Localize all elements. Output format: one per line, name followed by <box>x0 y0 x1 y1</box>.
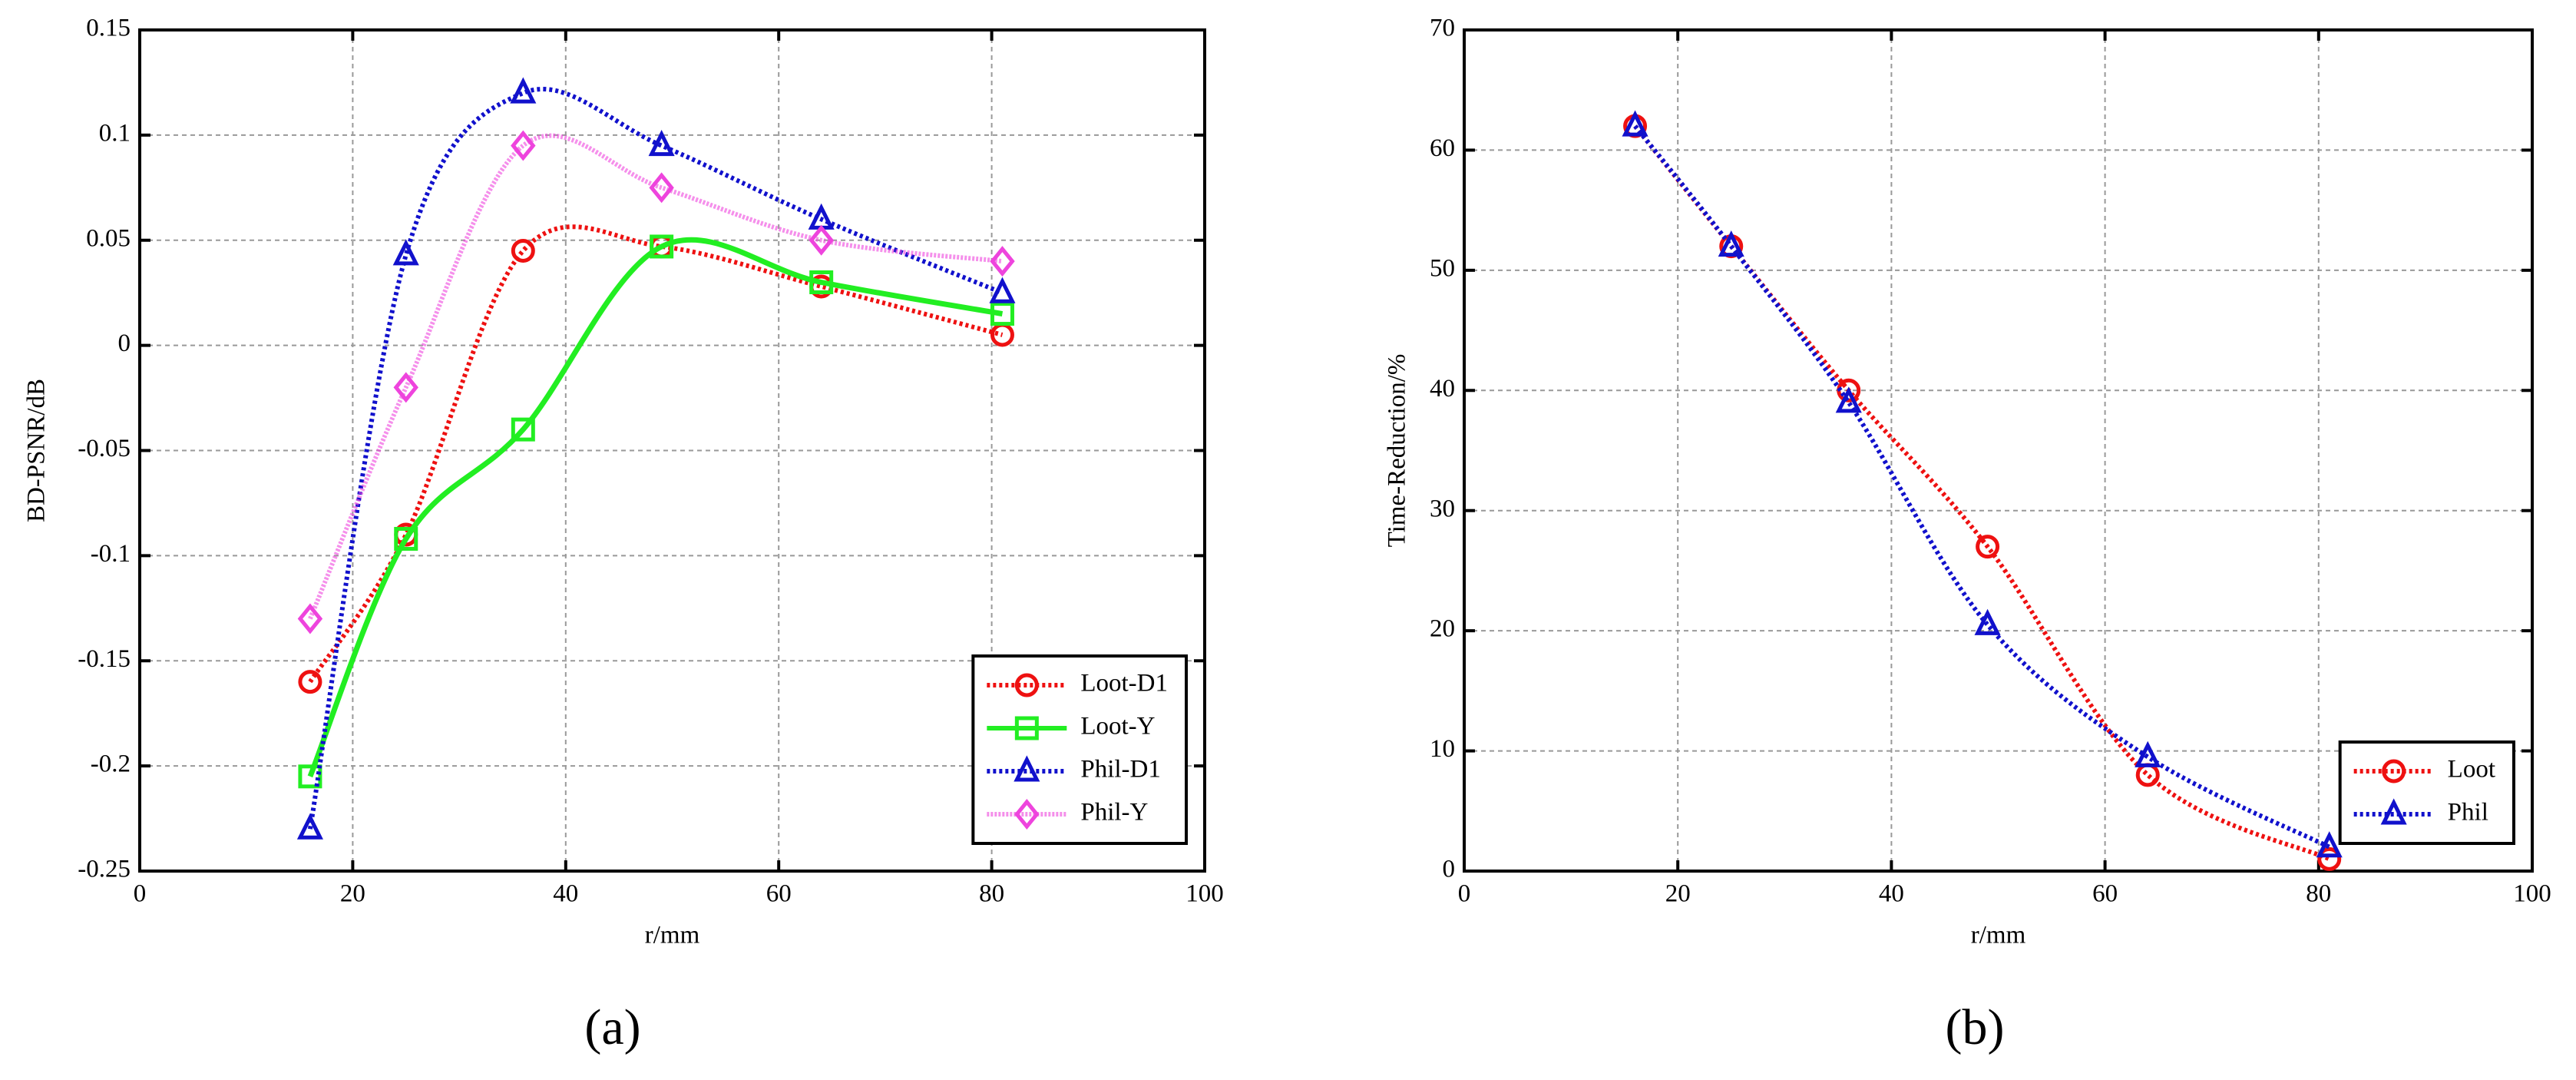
legend-label: Phil-Y <box>1080 799 1148 827</box>
marker <box>510 77 537 104</box>
marker <box>1014 673 1039 697</box>
y-tick-label: -0.1 <box>91 540 131 568</box>
marker <box>1718 230 1744 257</box>
x-tick-label: 20 <box>1665 880 1691 908</box>
y-tick-label: 0.1 <box>99 119 131 147</box>
y-tick-label: 50 <box>1430 254 1455 282</box>
marker <box>1835 386 1862 413</box>
x-tick-label: 40 <box>1879 880 1904 908</box>
legend-label: Phil-D1 <box>1080 756 1161 783</box>
x-axis-label: r/mm <box>645 922 700 949</box>
marker <box>990 302 1014 326</box>
x-tick-label: 80 <box>2306 880 2331 908</box>
x-tick-label: 0 <box>134 880 147 908</box>
marker <box>1622 110 1648 137</box>
marker <box>1014 716 1039 740</box>
y-tick-label: -0.05 <box>78 435 131 462</box>
marker <box>2382 759 2406 783</box>
marker <box>649 172 674 204</box>
y-tick-label: 60 <box>1430 134 1455 162</box>
legend-label: Loot-D1 <box>1080 670 1168 697</box>
marker <box>394 526 418 551</box>
legend-label: Loot-Y <box>1080 713 1155 740</box>
x-tick-label: 60 <box>2092 880 2118 908</box>
legend: Loot-D1 Loot-Y Phil-D1 Phil-Y <box>971 654 1188 845</box>
marker <box>511 417 535 442</box>
x-axis-label: r/mm <box>1971 922 2026 949</box>
y-axis-label: BD-PSNR/dB <box>23 379 51 522</box>
x-tick-label: 60 <box>766 880 792 908</box>
series-line <box>308 133 1003 620</box>
marker <box>989 277 1016 303</box>
panel-label: (a) <box>584 999 640 1055</box>
panel-label: (b) <box>1946 999 2005 1055</box>
marker <box>1976 535 2000 559</box>
x-tick-label: 40 <box>553 880 578 908</box>
y-tick-label: 0 <box>1443 856 1456 883</box>
y-tick-label: 20 <box>1430 615 1455 643</box>
y-tick-label: 30 <box>1430 495 1455 522</box>
legend-label: Loot <box>2448 756 2495 783</box>
marker <box>650 234 674 259</box>
marker <box>296 813 323 840</box>
marker <box>297 603 323 634</box>
series-line <box>307 237 1004 778</box>
marker <box>648 129 675 157</box>
y-tick-label: 40 <box>1430 375 1455 403</box>
legend: Loot Phil <box>2338 740 2515 845</box>
series-line <box>1633 124 2331 850</box>
marker <box>1014 799 1040 830</box>
legend-label: Phil <box>2448 799 2488 827</box>
marker <box>393 372 418 403</box>
marker <box>2380 798 2407 825</box>
x-tick-label: 100 <box>1185 880 1224 908</box>
marker <box>2316 831 2343 858</box>
plot-frame <box>138 28 1206 873</box>
y-tick-label: -0.25 <box>78 856 131 883</box>
x-tick-label: 100 <box>2513 880 2551 908</box>
x-tick-label: 20 <box>340 880 365 908</box>
marker <box>1974 608 2001 635</box>
plot-frame <box>1463 28 2534 873</box>
marker <box>809 270 834 294</box>
marker <box>298 670 322 694</box>
y-tick-label: 10 <box>1430 735 1455 763</box>
marker <box>2135 763 2160 787</box>
y-tick-label: 0 <box>118 330 131 357</box>
y-tick-label: 0.05 <box>86 224 131 252</box>
x-tick-label: 0 <box>1458 880 1471 908</box>
marker <box>511 130 536 161</box>
marker <box>809 224 834 256</box>
x-tick-label: 80 <box>979 880 1004 908</box>
legend-frame <box>2338 740 2515 845</box>
marker <box>298 764 322 789</box>
y-tick-label: 0.15 <box>86 15 131 42</box>
marker <box>511 238 535 263</box>
y-tick-label: -0.2 <box>91 750 131 778</box>
marker <box>392 239 419 266</box>
y-tick-label: -0.15 <box>78 645 131 673</box>
series-line <box>307 87 1004 830</box>
marker <box>2317 846 2342 871</box>
marker <box>2135 740 2161 767</box>
marker <box>990 246 1015 277</box>
series-line <box>1633 124 2330 862</box>
y-tick-label: 70 <box>1430 15 1455 42</box>
marker <box>1014 755 1040 782</box>
y-axis-label: Time-Reduction/% <box>1384 354 1411 548</box>
legend-frame <box>971 654 1188 845</box>
